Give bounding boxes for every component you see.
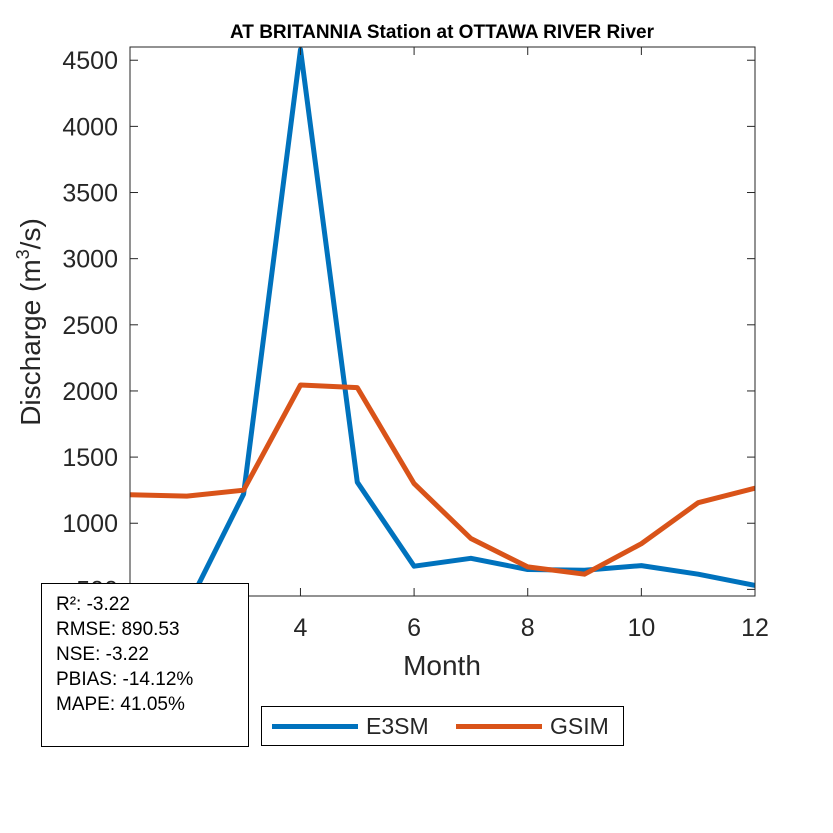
x-tick-label: 10 — [627, 614, 655, 642]
y-tick-label: 4500 — [62, 47, 118, 75]
legend-entry-gsim: GSIM — [456, 707, 609, 745]
stat-r2: R²: -3.22 — [56, 594, 130, 615]
y-tick-label: 3500 — [62, 180, 118, 208]
stat-nse: NSE: -3.22 — [56, 644, 149, 665]
y-tick-label: 4000 — [62, 113, 118, 141]
statistics-box: R²: -3.22 RMSE: 890.53 NSE: -3.22 PBIAS:… — [41, 583, 249, 747]
y-tick-label: 2500 — [62, 312, 118, 340]
plot-area-border — [129, 46, 756, 597]
legend-entry-e3sm: E3SM — [272, 707, 429, 745]
x-tick-label: 8 — [521, 614, 535, 642]
stat-rmse: RMSE: 890.53 — [56, 619, 180, 640]
series-line-e3sm — [189, 47, 755, 596]
x-tick-label: 4 — [294, 614, 308, 642]
x-tick-label: 6 — [407, 614, 421, 642]
y-axis-label: Discharge (m3/s) — [13, 218, 46, 426]
y-tick-label: 2000 — [62, 378, 118, 406]
legend-label-e3sm: E3SM — [366, 712, 429, 739]
stat-pbias: PBIAS: -14.12% — [56, 669, 194, 690]
legend-swatch-e3sm — [272, 723, 358, 729]
y-tick-label: 3000 — [62, 246, 118, 274]
legend-label-gsim: GSIM — [550, 712, 609, 739]
y-tick-label: 1000 — [62, 510, 118, 538]
stat-mape: MAPE: 41.05% — [56, 694, 185, 715]
chart-title: AT BRITANNIA Station at OTTAWA RIVER Riv… — [230, 22, 655, 43]
y-tick-label: 1500 — [62, 444, 118, 472]
x-tick-label: 12 — [741, 614, 769, 642]
x-axis-label: Month — [403, 650, 481, 681]
series-line-gsim — [130, 382, 755, 577]
legend: E3SM GSIM — [261, 706, 624, 746]
legend-swatch-gsim — [456, 723, 542, 729]
